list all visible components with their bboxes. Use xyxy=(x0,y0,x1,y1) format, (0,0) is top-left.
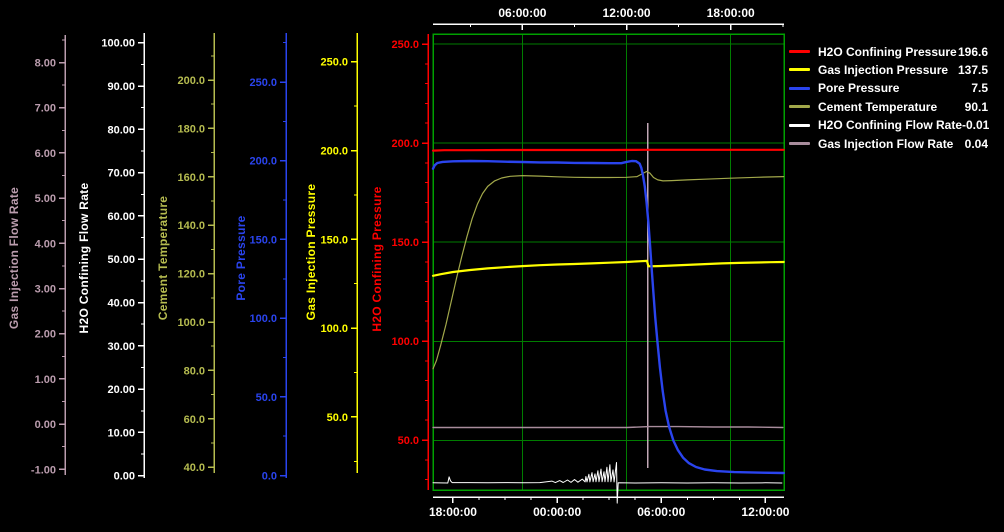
tick-label: 0.00 xyxy=(35,419,56,431)
tick-label: 100.00 xyxy=(101,38,135,50)
tick-label: 180.0 xyxy=(177,123,205,135)
axis-title-gas-injection-pressure: Gas Injection Pressure xyxy=(304,183,318,321)
legend-series-value: 7.5 xyxy=(971,81,988,96)
legend-row-gas-injection-pressure[interactable]: Gas Injection Pressure 137.5 xyxy=(789,62,988,77)
legend-row-cement-temperature[interactable]: Cement Temperature 90.1 xyxy=(789,99,988,114)
tick-label: 7.00 xyxy=(35,103,56,115)
tick-label: 80.0 xyxy=(184,365,205,377)
legend-row-h2o-confining-flow-rate[interactable]: H2O Confining Flow Rate -0.01 xyxy=(789,118,990,133)
tick-label: 4.00 xyxy=(35,238,56,250)
legend-row-pore-pressure[interactable]: Pore Pressure 7.5 xyxy=(789,81,988,96)
tick-label: 250.0 xyxy=(320,57,348,69)
value-axis-cement-temperature: 200.0 180.0 160.0 140.0 120.0 100.0 80.0 60.0 40… xyxy=(177,33,215,474)
value-axis-pore-pressure: 250.0 200.0 150.0 100.0 50.0 0.0 xyxy=(249,33,287,483)
bottom-time-axis: 18:00:00 00:00:00 06:00:00 12:00:00 xyxy=(429,496,790,519)
axis-title-cement-temperature: Cement Temperature xyxy=(156,195,170,321)
legend-series-value: 137.5 xyxy=(957,62,988,77)
tick-label: 200.0 xyxy=(249,156,277,168)
tick-label: 40.00 xyxy=(107,298,135,310)
time-tick-label: 12:00:00 xyxy=(603,6,651,20)
axis-title-h2o-confining-flow-rate: H2O Confining Flow Rate xyxy=(77,182,91,334)
legend-series-label: Cement Temperature xyxy=(818,99,938,114)
tick-label: 140.0 xyxy=(177,220,205,232)
time-tick-label: 06:00:00 xyxy=(498,6,546,20)
legend-series-label: H2O Confining Flow Rate xyxy=(818,118,962,133)
tick-label: 200.0 xyxy=(320,146,348,158)
legend-series-value: 196.6 xyxy=(957,44,988,59)
tick-label: 8.00 xyxy=(35,58,56,70)
value-axis-gas-injection-pressure: 250.0 200.0 150.0 100.0 50.0 xyxy=(320,33,358,473)
tick-label: 250.0 xyxy=(391,39,419,51)
tick-label: 5.00 xyxy=(35,193,56,205)
tick-label: 3.00 xyxy=(35,284,56,296)
tick-label: 160.0 xyxy=(177,172,205,184)
tick-label: 70.00 xyxy=(107,168,135,180)
tick-label: 120.0 xyxy=(177,269,205,281)
top-time-axis: 06:00:00 12:00:00 18:00:00 xyxy=(433,6,784,30)
legend-swatch-gas-injection-flow-rate-icon xyxy=(789,142,810,145)
legend-swatch-gas-injection-pressure-icon xyxy=(789,68,810,72)
tick-label: 50.0 xyxy=(398,435,419,447)
series-h2o-confining-pressure xyxy=(431,148,785,152)
tick-label: 250.0 xyxy=(249,77,277,89)
tick-label: 20.00 xyxy=(107,384,135,396)
value-axis-h2o-confining-flow-rate: 100.00 90.00 80.00 70.00 60.00 50.00 40.00 30.0… xyxy=(101,33,145,483)
series-cement-temperature xyxy=(432,170,785,370)
legend-series-label: Gas Injection Flow Rate xyxy=(818,136,954,151)
time-tick-label: 12:00:00 xyxy=(741,505,789,519)
tick-label: 90.00 xyxy=(107,81,135,93)
legend-row-gas-injection-flow-rate[interactable]: Gas Injection Flow Rate 0.04 xyxy=(789,136,988,151)
tick-label: 10.00 xyxy=(107,427,135,439)
tick-label: 30.00 xyxy=(107,341,135,353)
legend-row-h2o-confining-pressure[interactable]: H2O Confining Pressure 196.6 xyxy=(789,44,988,59)
tick-label: 40.0 xyxy=(184,462,205,474)
legend-series-label: Pore Pressure xyxy=(818,81,900,96)
tick-label: 50.0 xyxy=(327,412,348,424)
tick-label: 50.00 xyxy=(107,254,135,266)
time-tick-label: 06:00:00 xyxy=(637,505,685,519)
axis-title-h2o-confining-pressure: H2O Confining Pressure xyxy=(370,186,384,332)
tick-label: 50.0 xyxy=(256,392,277,404)
tick-label: 150.0 xyxy=(249,234,277,246)
tick-label: 150.0 xyxy=(391,237,419,249)
tick-label: 1.00 xyxy=(35,374,56,386)
tick-label: 60.0 xyxy=(184,414,205,426)
value-axis-gas-injection-flow-rate: 8.00 7.00 6.00 5.00 4.00 3.00 2.00 1.00 0.00 -1.0… xyxy=(31,35,66,476)
time-tick-label: 18:00:00 xyxy=(707,6,755,20)
legend-series-label: Gas Injection Pressure xyxy=(818,62,949,77)
legend-series-value: -0.01 xyxy=(962,118,990,133)
tick-label: 150.0 xyxy=(320,234,348,246)
tick-label: 2.00 xyxy=(35,329,56,341)
tick-label: 200.0 xyxy=(177,75,205,87)
tick-label: 0.0 xyxy=(262,471,277,483)
series-pore-pressure xyxy=(431,159,785,475)
tick-label: 100.0 xyxy=(391,336,419,348)
tick-label: 6.00 xyxy=(35,148,56,160)
tick-label: 200.0 xyxy=(391,138,419,150)
tick-label: 0.00 xyxy=(114,471,135,483)
legend-swatch-h2o-confining-flow-rate-icon xyxy=(789,123,810,127)
tick-label: 100.0 xyxy=(177,317,205,329)
series-gas-injection-flow-rate xyxy=(432,425,784,429)
tick-label: 100.0 xyxy=(249,313,277,325)
legend-swatch-cement-temperature-icon xyxy=(789,105,810,109)
series-gas-injection-pressure xyxy=(431,259,785,277)
legend-series-value: 90.1 xyxy=(964,99,988,114)
tick-label: 60.00 xyxy=(107,211,135,223)
value-axis-h2o-confining-pressure: 250.0 200.0 150.0 100.0 50.0 xyxy=(391,34,429,490)
legend-swatch-pore-pressure-icon xyxy=(789,86,810,90)
tick-label: -1.00 xyxy=(31,464,56,476)
time-tick-label: 00:00:00 xyxy=(533,505,581,519)
legend-series-label: H2O Confining Pressure xyxy=(818,44,957,59)
tick-label: 80.00 xyxy=(107,124,135,136)
axis-title-pore-pressure: Pore Pressure xyxy=(234,215,248,301)
tick-label: 100.0 xyxy=(320,323,348,335)
time-tick-label: 18:00:00 xyxy=(429,505,477,519)
legend-series-value: 0.04 xyxy=(964,136,988,151)
legend-swatch-h2o-confining-pressure-icon xyxy=(789,50,810,53)
axis-title-gas-injection-flow-rate: Gas Injection Flow Rate xyxy=(7,186,21,330)
